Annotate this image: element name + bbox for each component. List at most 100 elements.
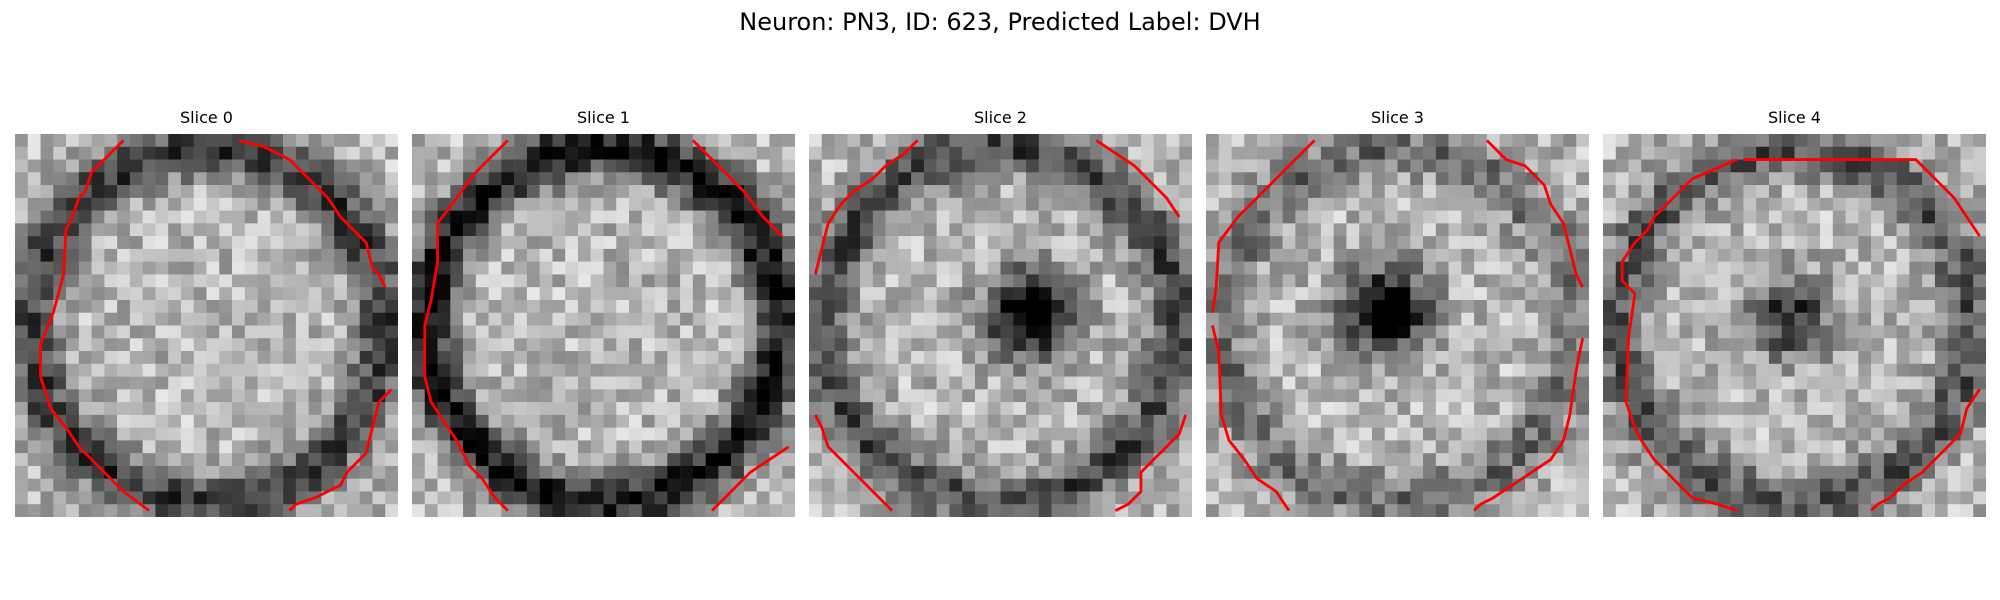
pixel <box>590 248 604 262</box>
pixel <box>15 465 29 479</box>
pixel <box>1461 223 1475 237</box>
pixel <box>1871 146 1885 160</box>
pixel <box>860 491 874 505</box>
pixel <box>743 134 757 148</box>
pixel <box>1794 287 1808 301</box>
pixel <box>463 351 477 365</box>
pixel <box>1166 465 1180 479</box>
pixel <box>718 325 732 339</box>
pixel <box>1231 389 1245 403</box>
pixel <box>1743 440 1757 454</box>
pixel <box>1384 504 1398 517</box>
pixel <box>872 351 886 365</box>
pixel <box>1871 351 1885 365</box>
pixel <box>860 351 874 365</box>
pixel <box>1359 287 1373 301</box>
pixel <box>1692 236 1706 250</box>
pixel <box>1000 210 1014 224</box>
pixel <box>1934 312 1948 326</box>
pixel <box>1692 299 1706 313</box>
pixel <box>1282 465 1296 479</box>
pixel <box>1371 363 1385 377</box>
pixel <box>1269 274 1283 288</box>
pixel <box>1679 159 1693 173</box>
pixel <box>1499 414 1513 428</box>
pixel <box>718 351 732 365</box>
pixel <box>257 414 271 428</box>
pixel <box>1038 312 1052 326</box>
pixel <box>1679 351 1693 365</box>
pixel <box>1768 376 1782 390</box>
pixel <box>437 146 451 160</box>
pixel <box>40 172 54 186</box>
pixel <box>1346 363 1360 377</box>
pixel <box>1628 504 1642 517</box>
pixel <box>463 248 477 262</box>
pixel <box>1000 223 1014 237</box>
pixel <box>1781 363 1795 377</box>
pixel <box>692 274 706 288</box>
pixel <box>911 185 925 199</box>
pixel <box>53 478 67 492</box>
pixel <box>359 185 373 199</box>
pixel <box>949 389 963 403</box>
pixel <box>962 299 976 313</box>
pixel <box>514 312 528 326</box>
pixel <box>936 236 950 250</box>
pixel <box>1576 312 1589 326</box>
pixel <box>1603 134 1617 148</box>
pixel <box>1525 274 1539 288</box>
pixel <box>769 376 783 390</box>
pixel <box>283 351 297 365</box>
pixel <box>463 312 477 326</box>
pixel <box>53 338 67 352</box>
pixel <box>475 236 489 250</box>
pixel <box>923 172 937 186</box>
pixel <box>270 185 284 199</box>
pixel <box>1423 440 1437 454</box>
pixel <box>1525 414 1539 428</box>
pixel <box>1218 223 1232 237</box>
pixel <box>962 312 976 326</box>
pixel <box>1768 363 1782 377</box>
pixel <box>66 363 80 377</box>
pixel <box>1947 402 1961 416</box>
pixel <box>1115 414 1129 428</box>
pixel <box>1947 351 1961 365</box>
pixel <box>756 338 770 352</box>
pixel <box>1461 478 1475 492</box>
pixel <box>1666 363 1680 377</box>
pixel <box>1089 389 1103 403</box>
pixel <box>359 287 373 301</box>
pixel <box>1013 453 1027 467</box>
pixel <box>1346 376 1360 390</box>
pixel <box>308 197 322 211</box>
pixel <box>308 504 322 517</box>
pixel <box>1038 185 1052 199</box>
pixel <box>756 197 770 211</box>
pixel <box>680 146 694 160</box>
pixel <box>654 197 668 211</box>
pixel <box>654 274 668 288</box>
pixel <box>1973 504 1986 517</box>
pixel <box>1051 312 1065 326</box>
pixel <box>308 312 322 326</box>
pixel <box>1000 134 1014 148</box>
pixel <box>1807 197 1821 211</box>
pixel <box>821 312 835 326</box>
pixel <box>1115 478 1129 492</box>
pixel <box>219 236 233 250</box>
pixel <box>885 465 899 479</box>
pixel <box>1820 427 1834 441</box>
pixel <box>334 159 348 173</box>
pixel <box>1064 440 1078 454</box>
pixel <box>565 504 579 517</box>
pixel <box>1641 504 1655 517</box>
pixel <box>1563 185 1577 199</box>
pixel <box>1883 478 1897 492</box>
pixel <box>514 351 528 365</box>
pixel <box>1756 478 1770 492</box>
pixel <box>117 414 131 428</box>
pixel <box>1333 504 1347 517</box>
pixel <box>654 465 668 479</box>
